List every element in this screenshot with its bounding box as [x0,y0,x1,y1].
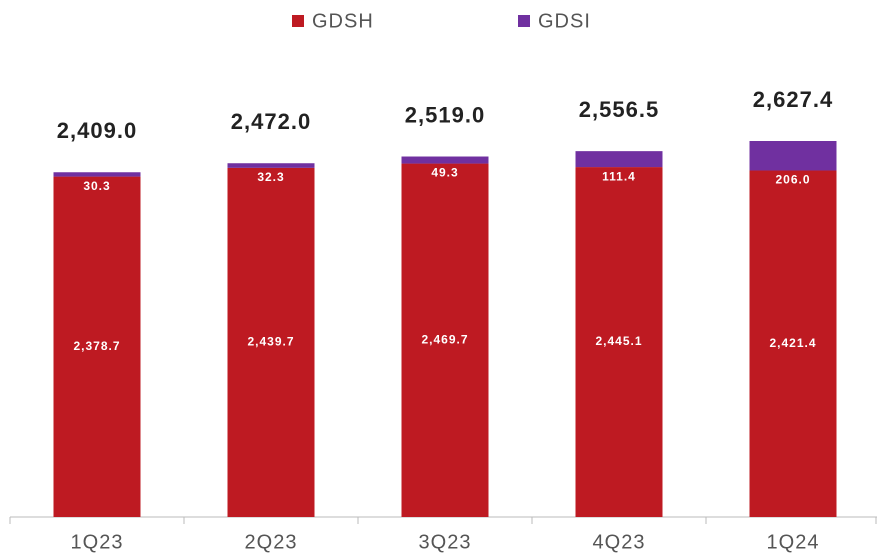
bar-segment [401,156,489,164]
x-tick-label: 4Q23 [593,531,646,553]
total-label: 2,409.0 [57,118,137,143]
bar-segment [53,172,141,177]
bar-segment [227,167,315,517]
legend-swatch [518,15,530,27]
x-tick-label: 1Q24 [767,531,820,553]
data-label: 111.4 [602,169,636,183]
data-label: 32.3 [257,170,284,184]
bar-segment [227,163,315,168]
total-label: 2,627.4 [753,87,833,112]
bar-segment [575,151,663,168]
x-tick-label: 2Q23 [245,531,298,553]
bar-segment [401,163,489,518]
total-label: 2,519.0 [405,102,485,127]
bar-segment [749,170,837,517]
bar-segment [749,141,837,171]
legend-label: GDSI [538,10,591,32]
bar-segment [575,167,663,518]
data-label: 2,378.7 [73,339,120,353]
total-label: 2,472.0 [231,109,311,134]
legend-label: GDSH [312,10,374,32]
x-tick-label: 1Q23 [71,531,124,553]
data-label: 206.0 [775,173,810,187]
data-label: 30.3 [83,179,110,193]
total-label: 2,556.5 [579,97,659,122]
bar-segment [53,176,141,518]
data-label: 2,421.4 [769,336,816,350]
data-label: 2,469.7 [421,332,468,346]
x-tick-label: 3Q23 [419,531,472,553]
data-label: 2,445.1 [595,334,642,348]
data-label: 2,439.7 [247,335,294,349]
data-label: 49.3 [431,166,458,180]
legend-swatch [292,15,304,27]
